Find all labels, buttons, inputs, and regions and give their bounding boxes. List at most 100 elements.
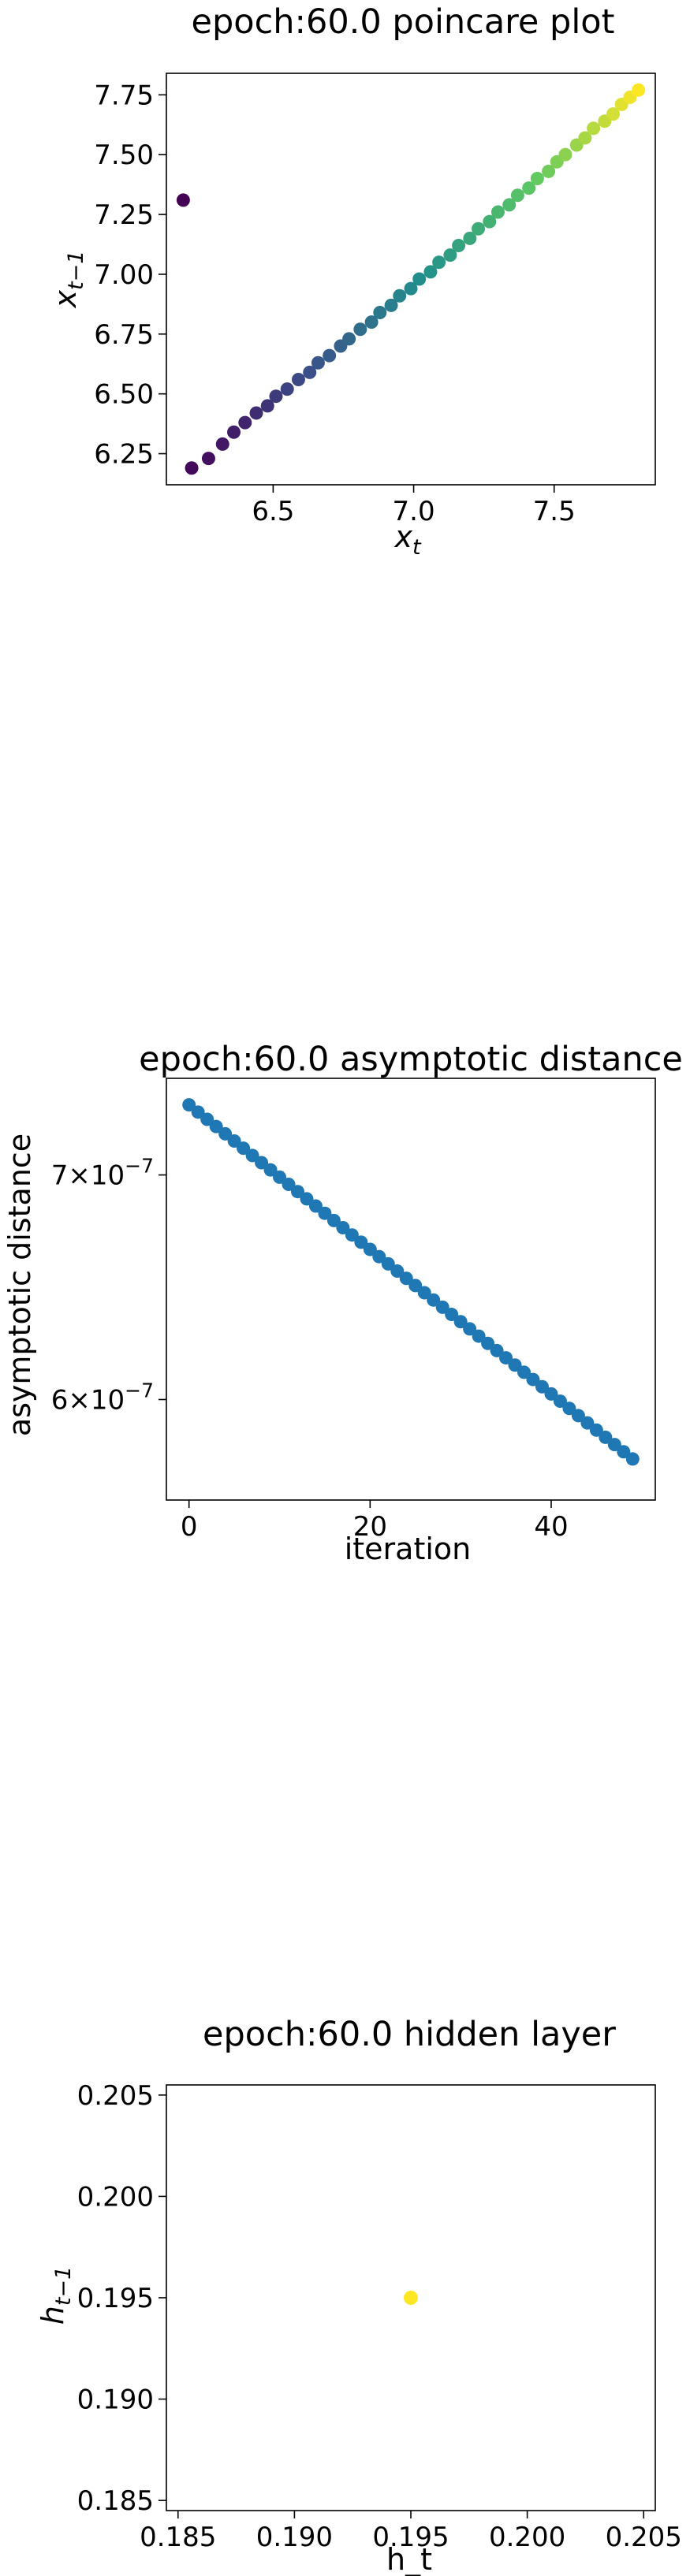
data-point: [553, 1394, 567, 1409]
x-tick-label: 6.5: [252, 496, 294, 527]
data-point: [336, 1221, 350, 1235]
poincare-chart: epoch:60.0 poincare plot 6.5 7.0 7.5 6.25 6.5…: [48, 2, 656, 560]
data-point: [372, 1249, 386, 1264]
data-point: [353, 322, 367, 337]
y-axis-label: xt−1: [48, 251, 88, 309]
chart-title: epoch:60.0 hidden layer: [203, 2015, 616, 2054]
chart-title: epoch:60.0 poincare plot: [192, 2, 615, 42]
y-tick-label: 0.195: [77, 2283, 154, 2314]
data-point: [404, 281, 418, 296]
asymptotic-distance-chart: epoch:60.0 asymptotic distance 0 20 40 7×10−…: [2, 1040, 683, 1566]
data-point: [580, 1416, 595, 1430]
data-point: [399, 1271, 413, 1286]
data-point: [255, 1156, 269, 1170]
data-point: [260, 399, 274, 413]
x-tick-label: 7.5: [533, 496, 576, 527]
data-point: [542, 164, 556, 178]
data-point: [269, 389, 283, 404]
data-point: [249, 406, 263, 420]
data-point: [311, 356, 325, 370]
x-tick-label: 0.185: [140, 2522, 216, 2553]
data-point: [290, 1185, 304, 1199]
y-tick-label: 0.185: [77, 2485, 154, 2517]
data-point: [237, 1141, 251, 1156]
data-point: [291, 372, 305, 386]
x-tick-label: 0.205: [606, 2522, 682, 2553]
data-point: [606, 107, 621, 121]
data-point: [417, 1286, 431, 1300]
y-tick-label: 7×10−7: [51, 1155, 154, 1192]
y-tick-label: 0.200: [77, 2181, 154, 2213]
data-point: [599, 1430, 613, 1444]
data-point: [227, 1134, 241, 1148]
data-point: [408, 1279, 423, 1293]
data-point: [280, 382, 294, 396]
data-point: [483, 214, 497, 229]
data-point: [510, 188, 524, 203]
data-point: [342, 332, 356, 346]
x-tick-label: 20: [353, 1511, 387, 1543]
y-tick-label: 6.50: [94, 379, 154, 411]
x-axis-label: h_t: [386, 2542, 432, 2576]
data-point: [182, 1098, 196, 1112]
data-point: [530, 172, 544, 186]
data-point: [185, 461, 199, 475]
data-point: [443, 248, 457, 262]
y-tick-label: 6×10−7: [51, 1379, 154, 1416]
y-tick-label: 7.50: [94, 140, 154, 171]
data-point: [562, 1402, 576, 1416]
data-point: [218, 1126, 233, 1141]
data-point: [303, 365, 317, 379]
x-axis-label: iteration: [345, 1532, 472, 1566]
x-axis-label: xt: [393, 519, 422, 560]
data-point: [508, 1358, 522, 1372]
data-point: [238, 415, 252, 430]
data-point: [381, 1256, 395, 1271]
data-point: [544, 1387, 558, 1401]
chart-title: epoch:60.0 asymptotic distance: [139, 1040, 683, 1079]
data-point: [435, 1300, 449, 1314]
data-point: [323, 348, 337, 363]
data-point: [490, 205, 505, 219]
data-point: [282, 1178, 296, 1192]
y-tick-label: 7.25: [94, 199, 154, 231]
data-point: [384, 298, 398, 312]
data-point: [445, 1308, 459, 1322]
data-point: [632, 83, 646, 97]
data-point: [502, 198, 517, 212]
data-point: [245, 1148, 259, 1163]
y-axis-label: ht−1: [35, 2266, 76, 2325]
data-point: [517, 1365, 531, 1379]
data-point: [589, 1423, 603, 1437]
y-tick-label: 6.25: [94, 439, 154, 471]
x-tick-label: 0.200: [489, 2522, 565, 2553]
data-point: [463, 231, 477, 245]
data-point: [209, 1119, 223, 1134]
x-tick-label: 7.0: [393, 496, 435, 527]
y-axis-label: asymptotic distance: [2, 1134, 37, 1436]
data-point: [452, 239, 466, 253]
data-point: [472, 1329, 486, 1343]
x-tick-label: 0: [181, 1511, 198, 1543]
data-point: [326, 1213, 341, 1227]
data-point: [578, 131, 592, 145]
data-point: [404, 2291, 418, 2305]
data-point: [526, 1372, 540, 1387]
data-point: [499, 1351, 513, 1365]
data-point: [263, 1163, 278, 1177]
y-tick-label: 0.190: [77, 2384, 154, 2416]
data-point: [423, 265, 438, 279]
plot-frame: [166, 73, 656, 486]
y-tick-label: 7.00: [94, 259, 154, 291]
data-point: [200, 1112, 214, 1126]
x-tick-label: 0.195: [372, 2522, 449, 2553]
data-point: [364, 315, 379, 329]
data-point: [432, 255, 446, 270]
data-point: [393, 288, 407, 303]
data-point: [201, 452, 215, 466]
data-point: [463, 1322, 477, 1336]
data-point: [373, 305, 387, 319]
data-point: [571, 1409, 585, 1423]
data-point: [587, 121, 601, 136]
data-point: [176, 193, 190, 207]
